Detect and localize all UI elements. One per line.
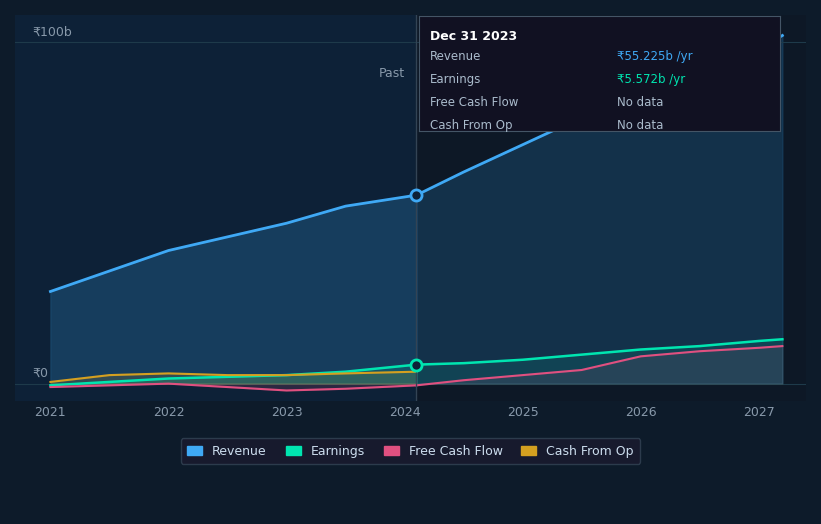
- Text: No data: No data: [617, 96, 663, 110]
- Text: Revenue: Revenue: [429, 50, 481, 63]
- Text: Past: Past: [378, 67, 405, 80]
- Legend: Revenue, Earnings, Free Cash Flow, Cash From Op: Revenue, Earnings, Free Cash Flow, Cash …: [181, 439, 640, 464]
- Text: Analysts Forecasts: Analysts Forecasts: [429, 67, 544, 80]
- Text: Cash From Op: Cash From Op: [429, 119, 512, 133]
- Bar: [416, 15, 806, 401]
- Text: ₹55.225b /yr: ₹55.225b /yr: [617, 50, 693, 63]
- Bar: [15, 15, 416, 401]
- Text: ₹0: ₹0: [33, 367, 48, 380]
- Text: Dec 31 2023: Dec 31 2023: [429, 29, 516, 42]
- Text: ₹100b: ₹100b: [33, 26, 72, 39]
- Text: ₹5.572b /yr: ₹5.572b /yr: [617, 73, 686, 86]
- Text: No data: No data: [617, 119, 663, 133]
- Text: Free Cash Flow: Free Cash Flow: [429, 96, 518, 110]
- Text: Earnings: Earnings: [429, 73, 481, 86]
